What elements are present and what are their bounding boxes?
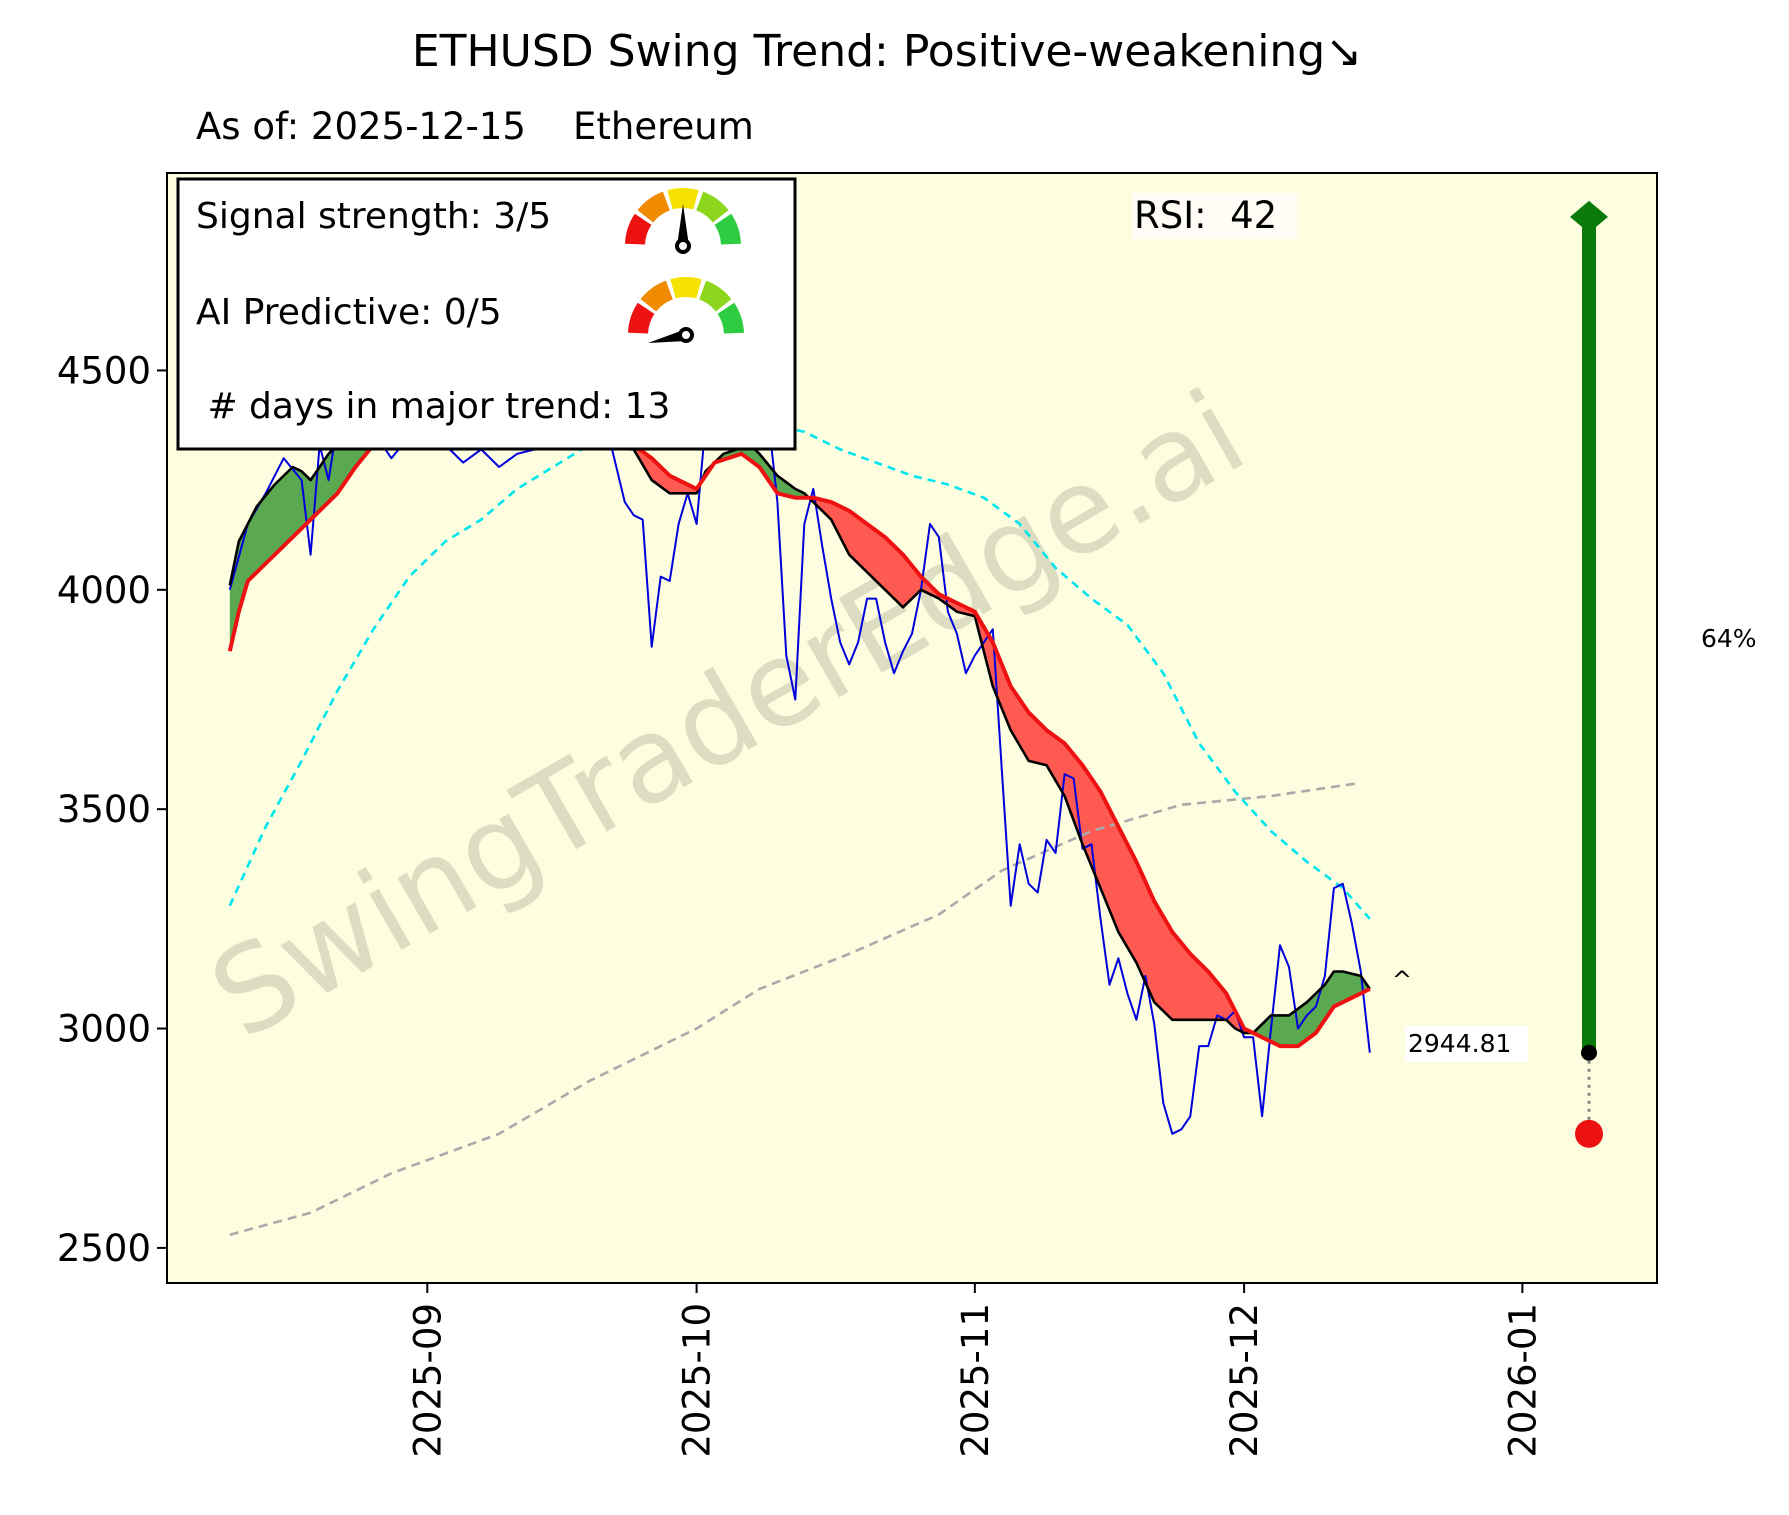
y-tick-label: 4000: [57, 569, 151, 612]
y-tick-label: 3500: [57, 788, 151, 831]
gauge-segment: [670, 277, 702, 299]
last-price-label-background: [1405, 1026, 1528, 1062]
gauge-needle: [648, 329, 686, 343]
gauge-segment: [696, 191, 729, 223]
y-tick-label: 2500: [57, 1227, 151, 1270]
gauge-segment: [625, 213, 652, 245]
target-diamond-marker: [1570, 200, 1608, 233]
positive-trend-fill: [701, 445, 812, 500]
x-tick-label: 2025-09: [406, 1303, 449, 1458]
gauge-segment: [699, 280, 732, 312]
x-tick-label: 2025-10: [676, 1303, 719, 1458]
days-in-trend-text: # days in major trend: 13: [196, 386, 670, 427]
gauge-segment: [637, 191, 670, 223]
signal-panel-box: [176, 177, 797, 451]
stop-dot: [1575, 1119, 1603, 1148]
gauge-hub-center: [682, 331, 690, 339]
x-tick-label: 2025-11: [954, 1303, 997, 1458]
plot-frame: [166, 172, 1658, 1284]
ai-predictive-text: AI Predictive: 0/5: [196, 292, 502, 333]
y-tick-label: 4500: [57, 349, 151, 392]
series-lines: [227, 378, 1371, 1236]
x-tick-label: 2026-01: [1501, 1303, 1544, 1458]
last-price-label: 2944.81: [1408, 1029, 1511, 1058]
target-bar-layer: [1570, 200, 1608, 1148]
caret-marker: ^: [1392, 966, 1412, 994]
gauge-needle: [677, 204, 689, 246]
signal-strength-text: Signal strength: 3/5: [196, 196, 551, 237]
gauge-segment: [667, 188, 699, 210]
chart-subtitle: As of: 2025-12-15 Ethereum: [196, 105, 754, 148]
signal-panel: Signal strength: 3/5 AI Predictive: 0/5 …: [176, 177, 797, 451]
chart-title: ETHUSD Swing Trend: Positive-weakening↘: [412, 26, 1362, 77]
y-tick-label: 3000: [57, 1008, 151, 1051]
slow-ma-line: [227, 443, 1371, 1049]
gauge-segment: [717, 302, 744, 334]
signal-strength-gauge-icon: [625, 188, 741, 254]
axis-ticks: 2500 3000 3500 4000 4500 2025-09 2025-10 2025-1…: [57, 349, 1545, 1457]
ma-fill-layer: [229, 445, 1370, 1047]
price-line: [228, 378, 1371, 1135]
positive-trend-fill: [229, 445, 547, 652]
gauge-segment: [628, 302, 655, 334]
gauge-hub-center: [679, 242, 687, 250]
upper-band-line: [228, 417, 1371, 920]
last-price-dot: [1581, 1044, 1597, 1061]
positive-trend-fill: [1253, 971, 1370, 1047]
negative-trend-fill: [546, 445, 702, 494]
x-tick-label: 2025-12: [1223, 1303, 1266, 1458]
gauge-segment: [640, 280, 673, 312]
ai-predictive-gauge-icon: [628, 277, 744, 343]
rsi-label: RSI: 42: [1134, 194, 1277, 237]
negative-trend-fill: [811, 497, 1254, 1033]
rsi-label-background: [1132, 193, 1297, 239]
target-percent-label: 64%: [1701, 624, 1757, 653]
long-ma-line: [229, 781, 1361, 1236]
gauge-segment: [714, 213, 741, 245]
